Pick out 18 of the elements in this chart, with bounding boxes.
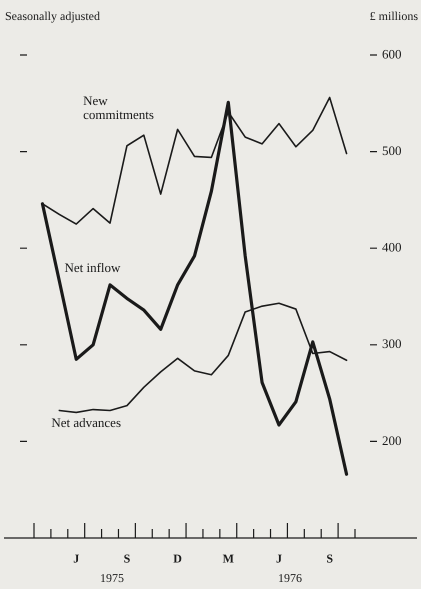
- y-tick-label: 500: [382, 143, 402, 158]
- text: Seasonally adjusted: [5, 9, 100, 24]
- series-label: New commitments: [83, 93, 154, 122]
- series-label: Net advances: [51, 414, 122, 430]
- series-label: Net inflow: [64, 260, 122, 276]
- y-tick-label: 600: [382, 46, 402, 62]
- y-tick-label: 400: [382, 240, 402, 255]
- y-tick-label: 300: [382, 336, 402, 352]
- y-tick-label: 200: [382, 432, 402, 448]
- x-tick-label: M: [222, 551, 234, 566]
- text: 1975: [100, 571, 124, 586]
- x-tick-label: J: [73, 551, 80, 566]
- x-tick-label: J: [276, 551, 282, 566]
- x-tick-label: D: [173, 551, 182, 566]
- text: 1976: [278, 571, 302, 586]
- x-tick-label: S: [326, 551, 334, 566]
- x-tick-label: S: [124, 551, 131, 566]
- y-axis-title: £ millions: [370, 9, 418, 24]
